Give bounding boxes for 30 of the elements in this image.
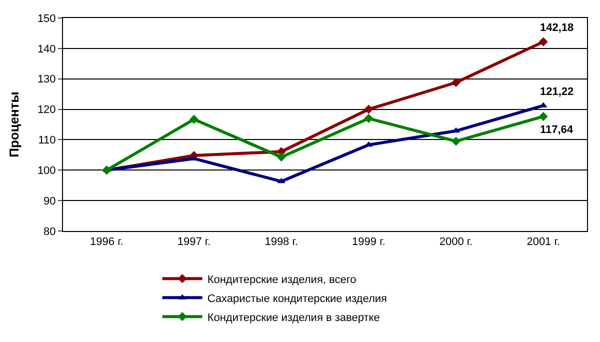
- annotation: 121,22: [540, 86, 574, 98]
- y-tick-label: 80: [44, 226, 56, 238]
- x-tick-label: 2000 г.: [439, 236, 473, 248]
- y-tick-label: 130: [37, 74, 56, 86]
- y-tick-label: 110: [38, 134, 56, 147]
- legend-label: Сахаристые кондитерские изделия: [207, 292, 388, 305]
- annotation: 117,64: [540, 124, 574, 136]
- y-tick-label: 140: [37, 43, 56, 56]
- point: [189, 114, 199, 124]
- x-tick-label: 1996 г.: [90, 236, 124, 248]
- legend-label: Кондитерские изделия, всего: [207, 274, 356, 286]
- point: [276, 152, 286, 162]
- y-tick-label: 100: [37, 164, 56, 177]
- annotation: 142,18: [540, 22, 574, 34]
- point: [364, 114, 374, 123]
- y-axis-title: Проценты: [6, 92, 22, 158]
- x-tick-label: 1997 г.: [177, 236, 211, 248]
- x-tick-label: 1999 г.: [352, 236, 386, 248]
- y-tick-label: 120: [37, 104, 56, 116]
- point: [451, 136, 461, 146]
- point: [538, 112, 548, 122]
- y-tick-label: 150: [37, 12, 56, 25]
- x-tick-label: 1998 г.: [264, 236, 298, 248]
- point: [538, 37, 548, 46]
- y-tick-label: 90: [44, 195, 56, 208]
- point: [277, 178, 286, 184]
- point: [364, 104, 374, 114]
- point: [451, 78, 461, 88]
- legend-label: Кондитерские изделия в завертке: [207, 312, 380, 324]
- x-tick-label: 2001 г.: [526, 236, 560, 248]
